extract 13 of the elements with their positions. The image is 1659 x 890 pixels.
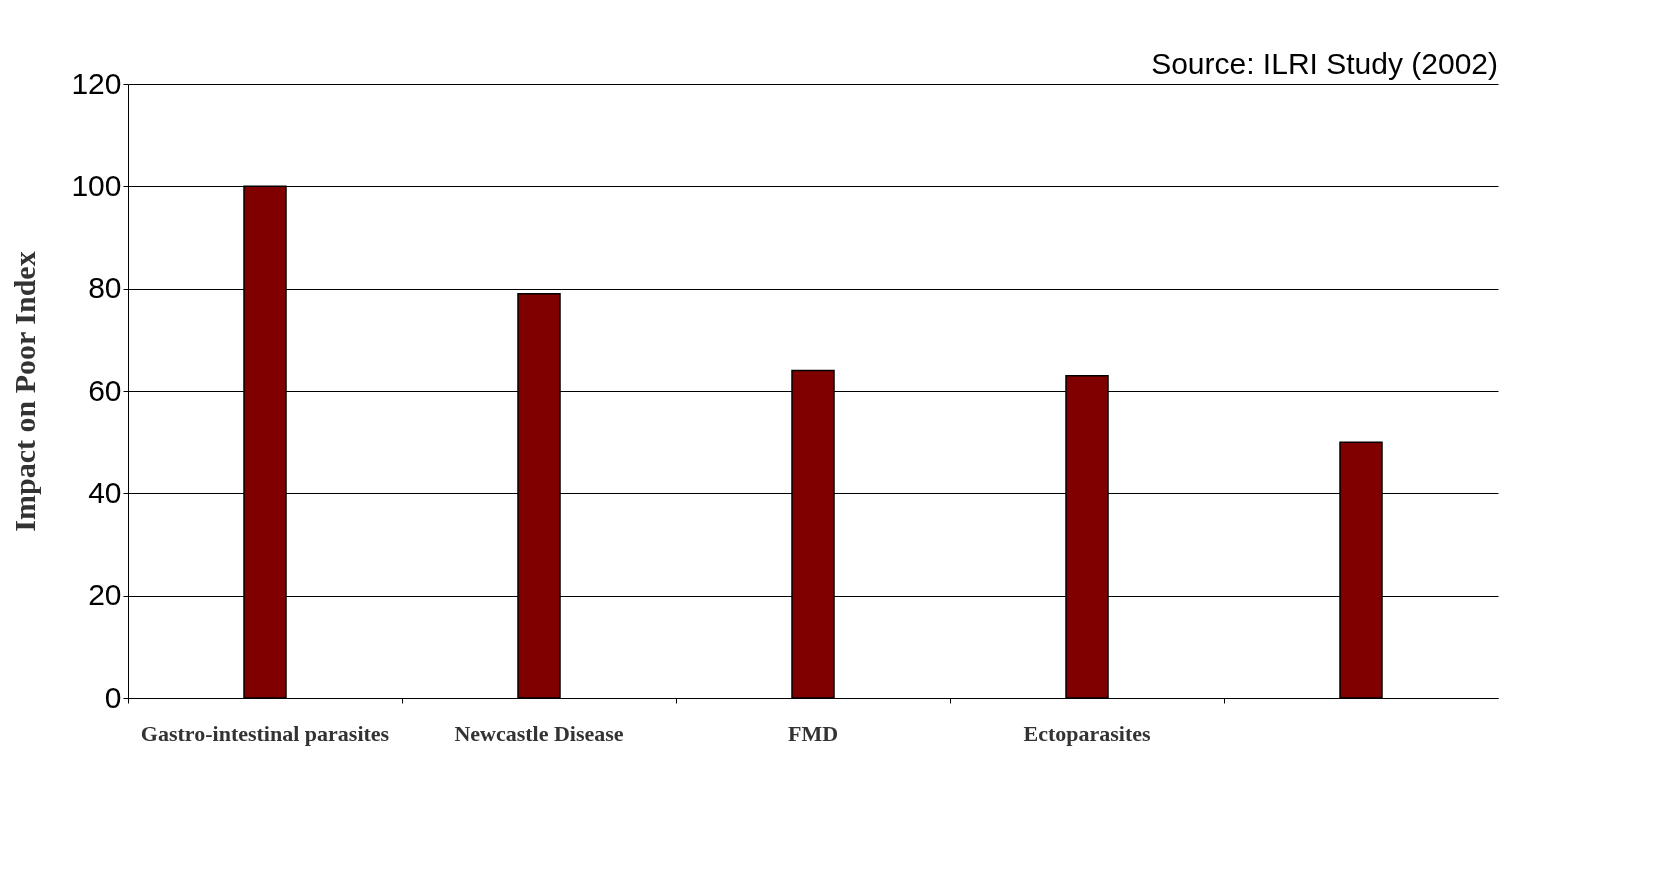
x-tick-label: Ectoparasites bbox=[1023, 720, 1151, 746]
y-axis-title: Impact on Poor Index bbox=[8, 251, 42, 532]
y-tick-label: 20 bbox=[88, 578, 122, 612]
y-tick-label: 60 bbox=[88, 373, 122, 407]
y-tick-label: 80 bbox=[88, 271, 122, 305]
source-note: Source: ILRI Study (2002) bbox=[1151, 47, 1498, 80]
y-tick-label: 40 bbox=[88, 475, 122, 509]
x-tick-label: Newcastle Disease bbox=[454, 720, 624, 746]
y-tick-label: 0 bbox=[104, 680, 122, 714]
y-tick-label: 100 bbox=[71, 168, 122, 202]
y-tick-label: 120 bbox=[71, 66, 122, 100]
x-tick-label: Gastro-intestinal parasites bbox=[140, 720, 390, 746]
x-tick-label: FMD bbox=[787, 720, 839, 746]
